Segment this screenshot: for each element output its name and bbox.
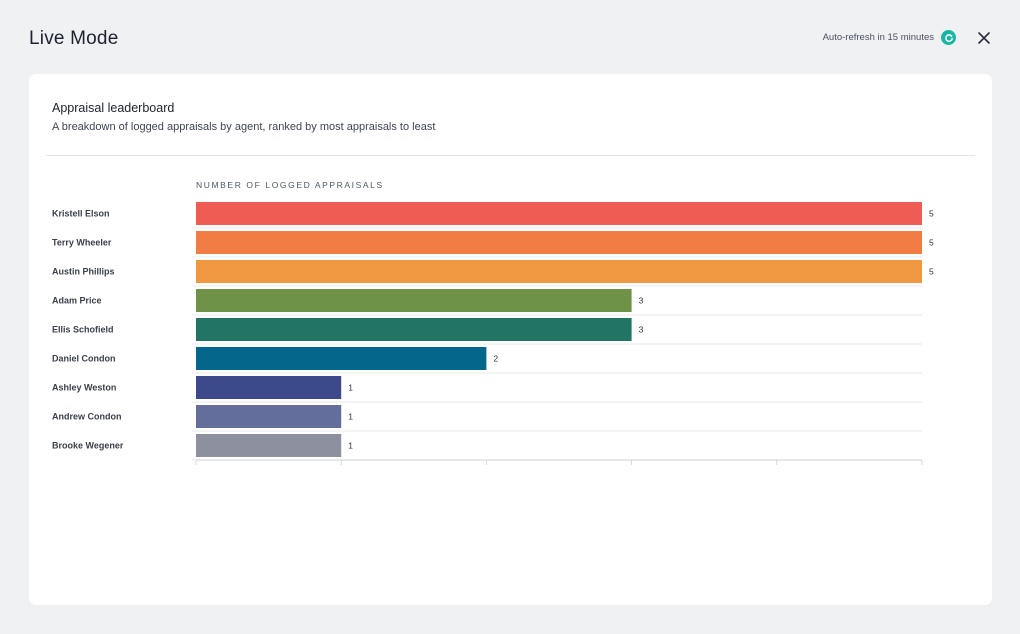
bar-austin-phillips[interactable] <box>196 260 922 283</box>
leaderboard-card: Appraisal leaderboard A breakdown of log… <box>29 74 992 605</box>
value-label: 1 <box>348 383 353 393</box>
value-label: 5 <box>929 238 934 248</box>
value-label: 3 <box>639 325 644 335</box>
bar-ellis-schofield[interactable] <box>196 318 632 341</box>
header-actions: Auto-refresh in 15 minutes <box>823 30 991 45</box>
category-label: Andrew Condon <box>52 412 122 422</box>
appraisal-bar-chart: NUMBER OF LOGGED APPRAISALS Kristell Elso… <box>52 180 934 465</box>
divider <box>46 155 975 156</box>
page-title: Live Mode <box>29 28 119 49</box>
value-label: 1 <box>348 412 353 422</box>
card-subtitle: A breakdown of logged appraisals by agen… <box>52 121 436 133</box>
card-title: Appraisal leaderboard <box>52 101 175 115</box>
value-label: 1 <box>348 441 353 451</box>
bar-adam-price[interactable] <box>196 289 632 312</box>
refresh-icon[interactable] <box>941 30 956 45</box>
category-label: Daniel Condon <box>52 354 116 364</box>
category-label: Terry Wheeler <box>52 238 112 248</box>
bar-andrew-condon[interactable] <box>196 405 342 428</box>
category-label: Austin Phillips <box>52 267 115 277</box>
category-label: Ashley Weston <box>52 383 116 393</box>
category-label: Adam Price <box>52 296 102 306</box>
bar-terry-wheeler[interactable] <box>196 231 922 254</box>
category-label: Brooke Wegener <box>52 441 124 451</box>
category-label: Ellis Schofield <box>52 325 114 335</box>
value-label: 5 <box>929 267 934 277</box>
value-label: 2 <box>493 354 498 364</box>
bar-ashley-weston[interactable] <box>196 376 342 399</box>
bar-daniel-condon[interactable] <box>196 347 487 370</box>
value-label: 3 <box>639 296 644 306</box>
close-icon[interactable] <box>977 31 991 45</box>
x-axis-title: NUMBER OF LOGGED APPRAISALS <box>196 180 384 190</box>
value-label: 5 <box>929 209 934 219</box>
bar-brooke-wegener[interactable] <box>196 434 342 457</box>
bar-kristell-elson[interactable] <box>196 202 922 225</box>
category-label: Kristell Elson <box>52 209 110 219</box>
auto-refresh-text: Auto-refresh in 15 minutes <box>822 32 934 43</box>
